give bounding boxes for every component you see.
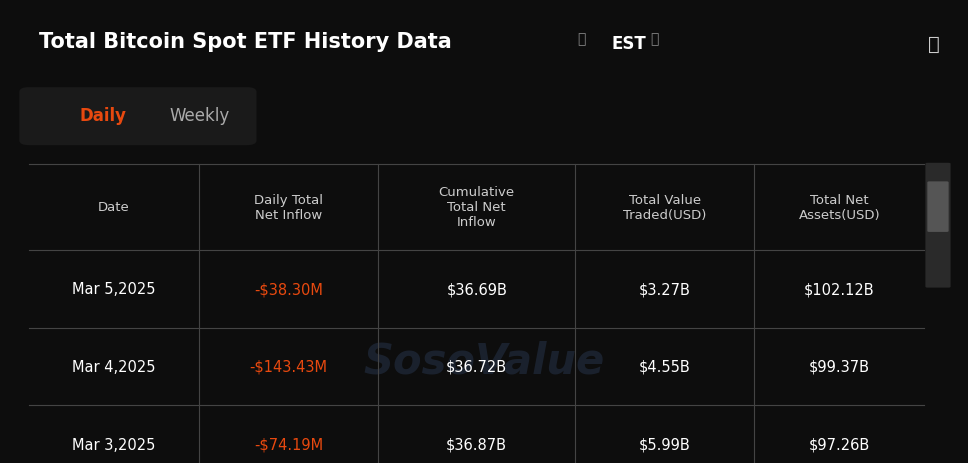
Text: $36.87B: $36.87B (446, 437, 507, 452)
Text: $3.27B: $3.27B (639, 282, 691, 296)
Text: ⓘ: ⓘ (650, 32, 659, 46)
Text: Date: Date (98, 200, 130, 214)
Text: $36.72B: $36.72B (446, 359, 507, 374)
Text: -$74.19M: -$74.19M (255, 437, 323, 452)
Text: -$143.43M: -$143.43M (250, 359, 328, 374)
FancyBboxPatch shape (927, 182, 949, 232)
Text: Mar 3,2025: Mar 3,2025 (73, 437, 156, 452)
Text: $99.37B: $99.37B (809, 359, 870, 374)
Text: Cumulative
Total Net
Inflow: Cumulative Total Net Inflow (439, 186, 515, 229)
Text: Mar 4,2025: Mar 4,2025 (73, 359, 156, 374)
Text: $97.26B: $97.26B (808, 437, 870, 452)
Text: -$38.30M: -$38.30M (255, 282, 323, 296)
FancyBboxPatch shape (925, 163, 951, 288)
Text: Total Value
Traded(USD): Total Value Traded(USD) (623, 193, 707, 221)
Text: $4.55B: $4.55B (639, 359, 690, 374)
Text: ⤓: ⤓ (928, 35, 940, 54)
Text: Daily: Daily (79, 107, 127, 125)
Text: Mar 5,2025: Mar 5,2025 (73, 282, 156, 296)
Text: Total Net
Assets(USD): Total Net Assets(USD) (799, 193, 880, 221)
Text: Weekly: Weekly (169, 107, 229, 125)
Text: $102.12B: $102.12B (804, 282, 875, 296)
Text: Daily Total
Net Inflow: Daily Total Net Inflow (255, 193, 323, 221)
Text: SosoValue: SosoValue (363, 340, 605, 382)
Text: Total Bitcoin Spot ETF History Data: Total Bitcoin Spot ETF History Data (39, 32, 451, 52)
Text: ⓘ: ⓘ (577, 32, 586, 46)
Text: $5.99B: $5.99B (639, 437, 690, 452)
Text: $36.69B: $36.69B (446, 282, 507, 296)
Text: EST: EST (612, 35, 647, 53)
FancyBboxPatch shape (19, 88, 257, 146)
